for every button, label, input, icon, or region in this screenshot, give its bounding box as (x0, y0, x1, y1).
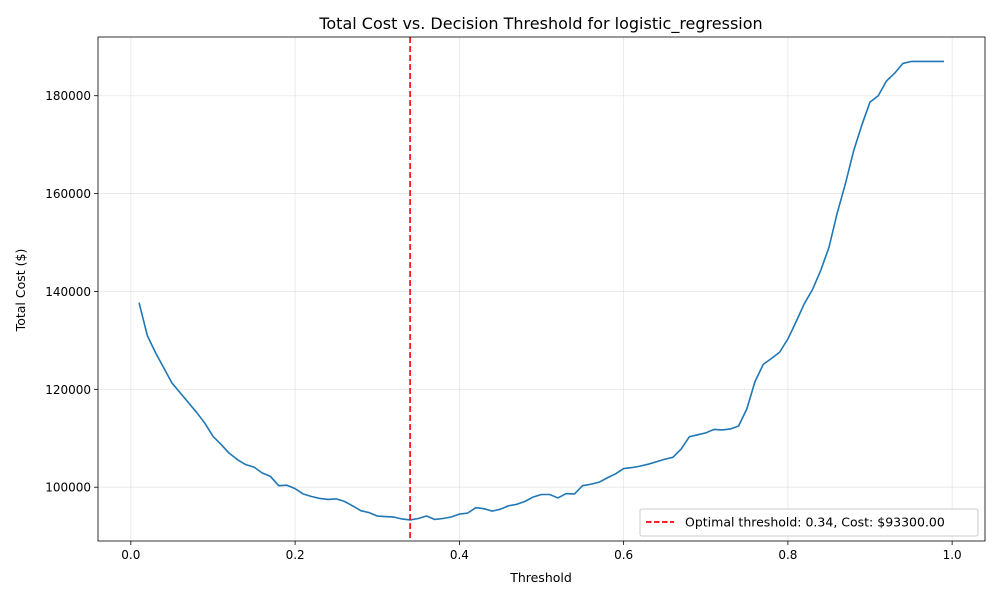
grid (98, 37, 985, 541)
x-tick-label: 0.4 (450, 548, 469, 562)
y-axis-label: Total Cost ($) (13, 249, 28, 333)
y-tick-label: 100000 (45, 481, 91, 495)
y-tick-label: 160000 (45, 187, 91, 201)
x-tick-label: 0.8 (778, 548, 797, 562)
chart-title: Total Cost vs. Decision Threshold for lo… (318, 14, 762, 34)
cost-series-line (138, 60, 944, 521)
x-tick-label: 0.0 (121, 548, 140, 562)
y-tick-label: 180000 (45, 89, 91, 103)
x-tick-label: 0.6 (614, 548, 633, 562)
legend: Optimal threshold: 0.34, Cost: $93300.00 (639, 508, 979, 537)
axis-ticks: 0.0 0.2 0.4 0.6 0.8 1.0 100000 120000 140000 1600… (45, 89, 962, 562)
x-axis-label: Threshold (509, 570, 572, 585)
y-tick-label: 120000 (45, 383, 91, 397)
x-tick-label: 0.2 (286, 548, 305, 562)
legend-label-optimal: Optimal threshold: 0.34, Cost: $93300.00 (685, 515, 945, 530)
y-tick-label: 140000 (45, 285, 91, 299)
x-tick-label: 1.0 (943, 548, 962, 562)
plot-series (138, 37, 944, 541)
legend-box (639, 508, 979, 537)
plot-frame (97, 36, 986, 542)
